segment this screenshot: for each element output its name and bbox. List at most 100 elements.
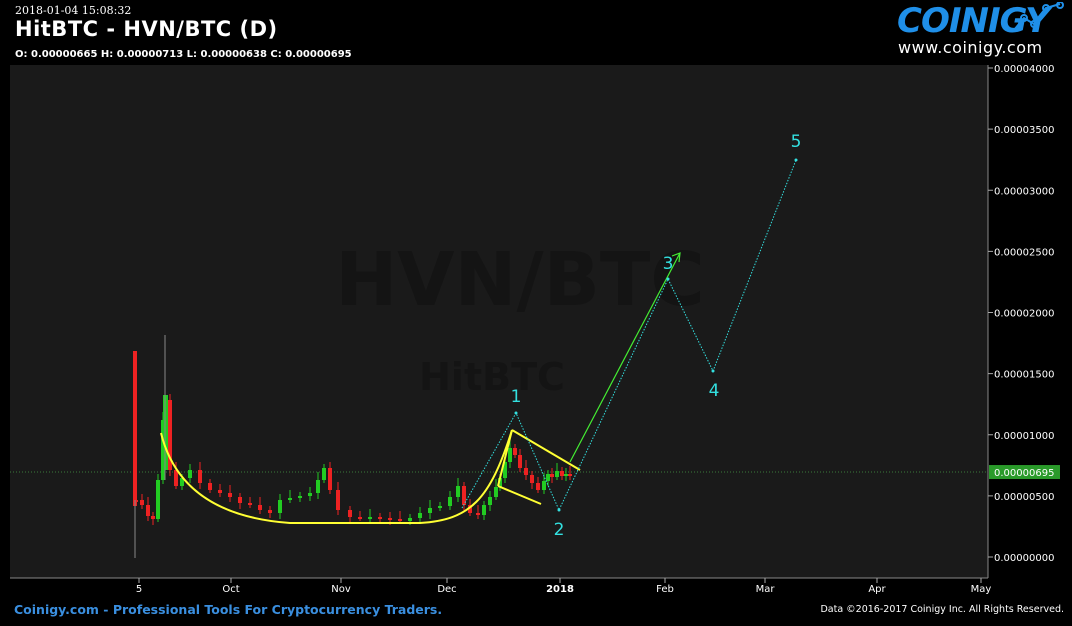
candle-body — [555, 471, 559, 477]
candle-body — [298, 496, 302, 498]
candle-body — [336, 490, 340, 510]
time-tick-label: 5 — [136, 584, 142, 595]
candle-body — [218, 490, 222, 493]
candles — [133, 335, 572, 558]
elliott-wave-label: 1 — [511, 387, 522, 407]
price-tick-label: 0.00000500 — [994, 492, 1054, 503]
candle-body — [308, 493, 312, 496]
candle-body — [530, 475, 534, 483]
candle-body — [288, 498, 292, 500]
candle-body — [518, 455, 522, 468]
elliott-projection-line — [461, 159, 797, 512]
elliott-wave-label: 5 — [791, 132, 802, 152]
candle-body — [368, 517, 372, 519]
candle-body — [568, 474, 572, 476]
candle-body — [536, 483, 540, 490]
wedge-lower — [497, 485, 542, 505]
price-tick-label: 0.00003500 — [994, 125, 1054, 136]
time-tick-label: Nov — [331, 584, 351, 595]
price-tick-label: 0.00000000 — [994, 553, 1054, 564]
plot-area — [10, 65, 988, 578]
timestamp: 2018-01-04 15:08:32 — [15, 4, 132, 17]
candle-body — [168, 400, 172, 470]
candle-body — [398, 519, 402, 521]
candle-body — [208, 483, 212, 490]
current-price-label: 0.00000695 — [994, 468, 1054, 479]
price-tick-label: 0.00001000 — [994, 431, 1054, 442]
logo-url: www.coinigy.com — [898, 38, 1043, 57]
candle-body — [488, 497, 492, 505]
elliott-point — [711, 369, 715, 373]
candle-body — [482, 505, 486, 515]
current-price-tag — [989, 465, 1060, 480]
candle-body — [448, 497, 452, 506]
candle-body — [268, 510, 272, 513]
candle-body — [140, 500, 144, 505]
candle-body — [238, 497, 242, 503]
breakout-arrow-line — [569, 252, 681, 463]
candle-body — [358, 517, 362, 519]
candle-body — [156, 480, 160, 519]
time-tick-label: Feb — [656, 584, 674, 595]
candle-body — [550, 474, 554, 477]
candle-body — [418, 513, 422, 518]
elliott-wave-label: 4 — [709, 381, 720, 401]
candle-body — [546, 474, 550, 481]
candle-body — [564, 474, 568, 476]
candle-body — [316, 480, 320, 493]
elliott-point — [666, 277, 670, 281]
candle-body — [348, 510, 352, 517]
price-tick-label: 0.00002500 — [994, 247, 1054, 258]
candle-body — [503, 462, 507, 478]
candle-body — [174, 470, 178, 486]
elliott-point — [514, 411, 518, 415]
candle-body — [498, 478, 502, 487]
candle-body-spike — [133, 351, 137, 506]
candle-body — [513, 448, 517, 455]
candle-body — [388, 518, 392, 520]
candle-body — [188, 470, 192, 478]
candle-body — [151, 516, 155, 519]
time-tick-label: 2018 — [546, 584, 574, 595]
candle-body — [198, 470, 202, 483]
breakout-arrow-head — [671, 252, 681, 263]
time-tick-label: Oct — [222, 584, 239, 595]
coinigy-logo[interactable]: COINIGY www.coinigy.com — [890, 0, 1070, 60]
elliott-point — [794, 158, 798, 162]
price-tick-label: 0.00004000 — [994, 64, 1054, 75]
time-tick-label: Apr — [868, 584, 886, 595]
time-tick-label: Mar — [756, 584, 776, 595]
candle-body — [462, 486, 466, 505]
price-tick-label: 0.00001500 — [994, 370, 1054, 381]
footer-copyright: Data ©2016-2017 Coinigy Inc. All Rights … — [820, 604, 1064, 615]
watermark-pair: HVN/BTC — [335, 237, 704, 323]
candle-body — [508, 448, 512, 462]
candle-body — [524, 468, 528, 475]
cup-pattern — [160, 429, 513, 524]
candle-body — [456, 486, 460, 497]
price-tick-label: 0.00003000 — [994, 186, 1054, 197]
elliott-wave-label: 3 — [663, 254, 674, 274]
candle-body — [248, 503, 252, 505]
candle-body — [146, 505, 150, 516]
wedge-left — [497, 429, 513, 487]
candle-body — [428, 508, 432, 513]
chart-title: HitBTC - HVN/BTC (D) — [15, 17, 278, 41]
candle-body — [494, 487, 498, 497]
candle-body — [258, 505, 262, 510]
candle-body — [228, 493, 232, 497]
candle-body — [378, 517, 382, 519]
wedge-upper — [511, 429, 581, 471]
watermark-exchange: HitBTC — [419, 355, 565, 399]
price-tick-label: 0.00002000 — [994, 309, 1054, 320]
elliott-point — [557, 508, 561, 512]
candle-body — [322, 468, 326, 480]
candle-body — [542, 481, 546, 490]
logo-graph-icon — [1013, 2, 1064, 31]
candle-body — [476, 513, 480, 515]
candle-body — [438, 506, 442, 508]
elliott-wave-label: 2 — [554, 520, 565, 540]
footer-tagline-link[interactable]: Coinigy.com - Professional Tools For Cry… — [14, 602, 443, 617]
ohlc-readout: O: 0.00000665 H: 0.00000713 L: 0.0000063… — [15, 49, 352, 60]
